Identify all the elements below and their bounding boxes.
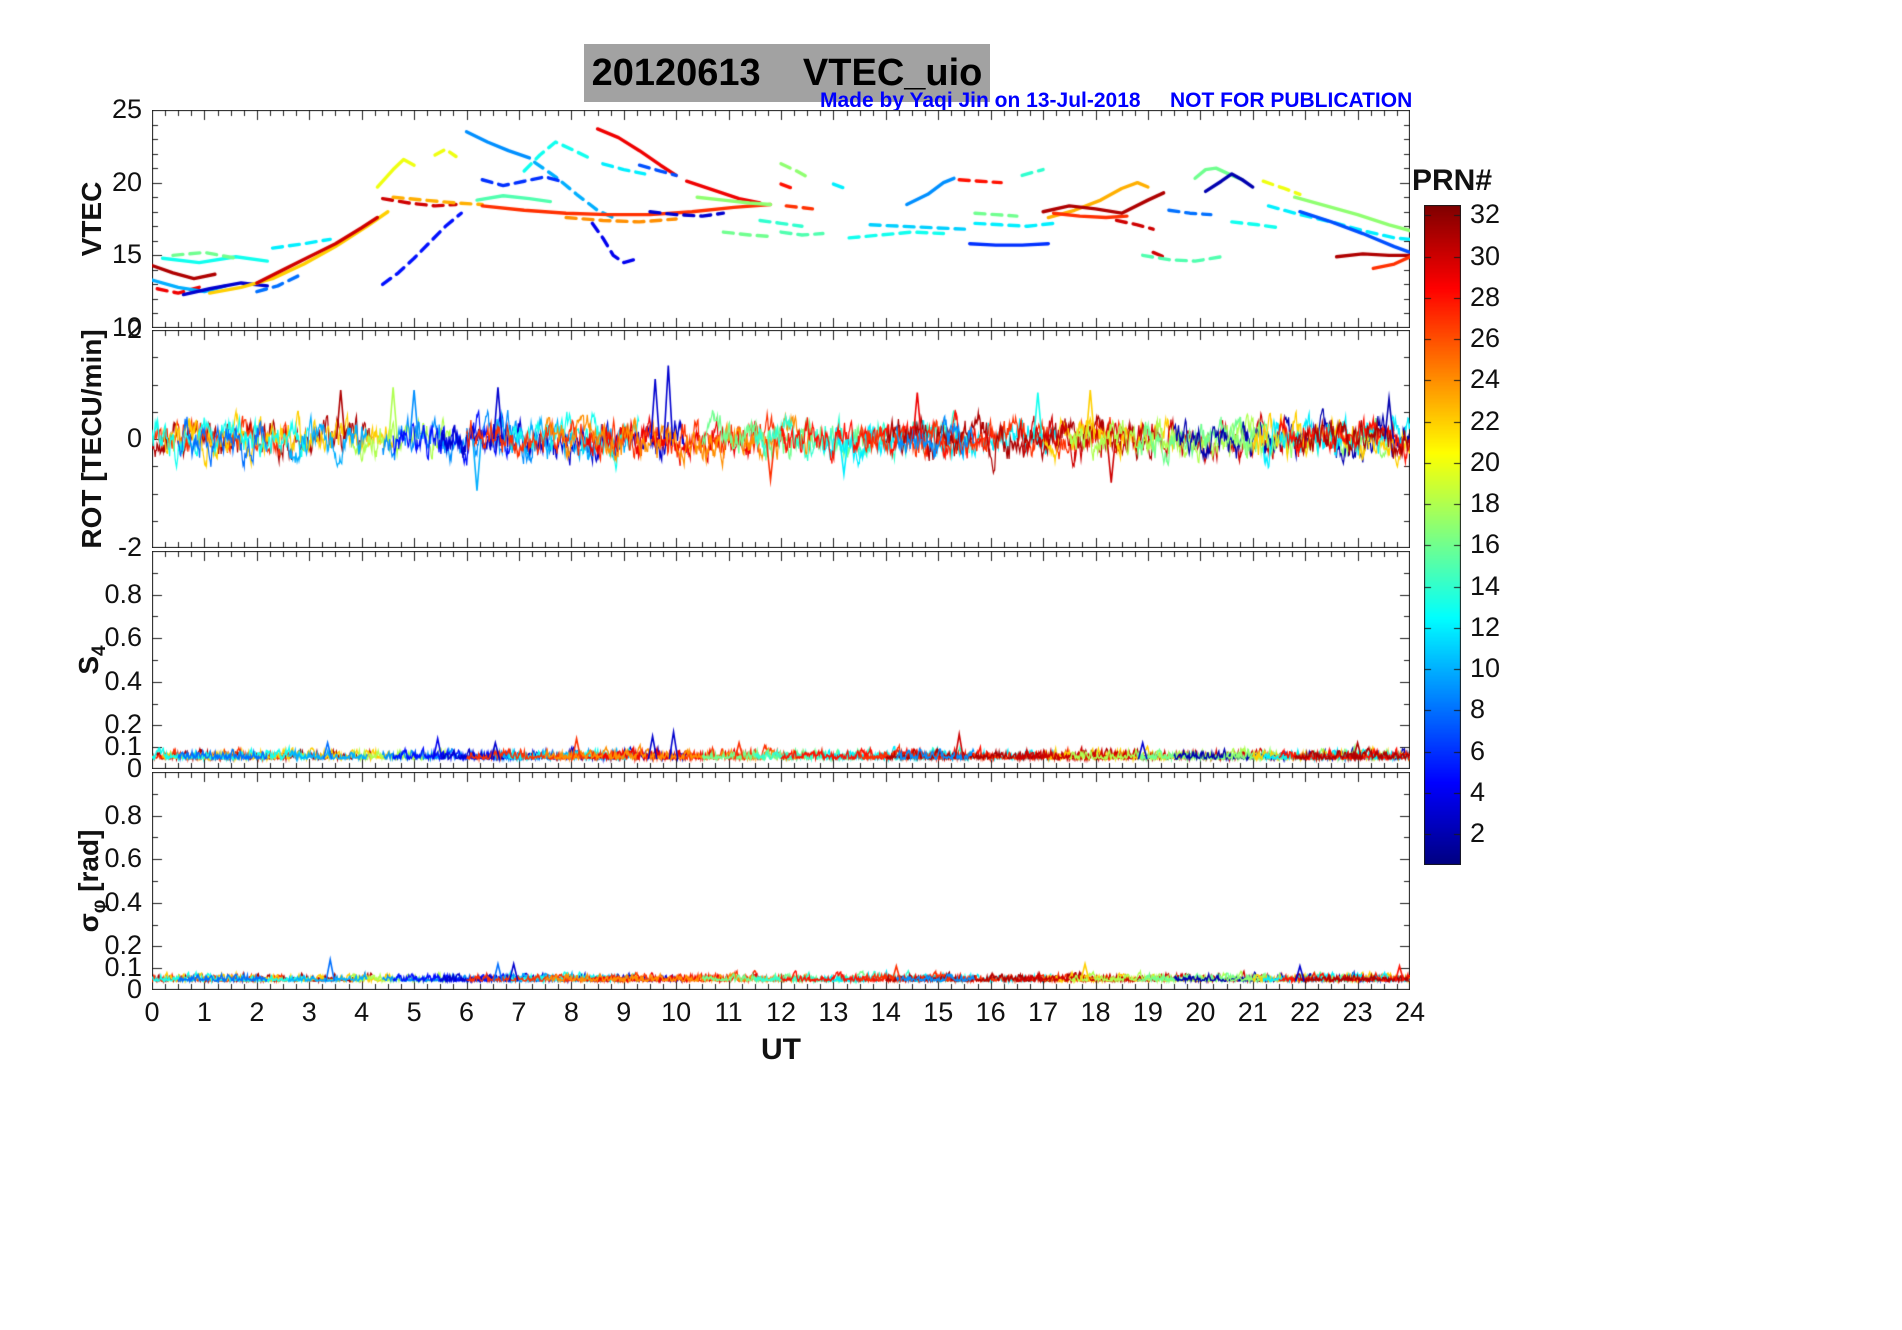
colorbar-tick-label: 18 [1470, 488, 1501, 519]
sigma-phi-plot-canvas [152, 772, 1410, 990]
colorbar-tick-label: 30 [1470, 240, 1501, 271]
colorbar-tick-label: 12 [1470, 611, 1501, 642]
x-tick-label: 18 [1080, 997, 1111, 1027]
x-tick-label: 7 [511, 997, 527, 1027]
y-tick-label: 0 [126, 423, 142, 453]
sigma-phi-panel [152, 772, 1410, 990]
x-tick-label: 4 [354, 997, 370, 1027]
x-tick-label: 1 [196, 997, 212, 1027]
x-tick-label: 12 [765, 997, 797, 1027]
s4-plot-canvas [152, 551, 1410, 769]
colorbar-tick-label: 4 [1470, 776, 1486, 807]
colorbar-tick-label: 16 [1470, 529, 1501, 560]
colorbar-tick-label: 32 [1470, 199, 1501, 230]
x-tick-label: 16 [975, 997, 1006, 1027]
prn-colorbar [1424, 205, 1461, 865]
y-tick-label: 0.6 [104, 843, 142, 874]
colorbar-tick-label: 14 [1470, 570, 1501, 601]
x-tick-label: 20 [1185, 997, 1216, 1027]
colorbar-tick-label: 2 [1470, 818, 1486, 849]
colorbar-tick-label: 6 [1470, 735, 1486, 766]
y-tick-label: -2 [117, 532, 142, 562]
x-tick-label: 13 [818, 997, 849, 1027]
plot-title-box: 20120613 VTEC_uio [584, 44, 990, 102]
colorbar-tick-label: 28 [1470, 281, 1501, 312]
x-tick-label: 14 [870, 997, 901, 1027]
y-tick-label: 25 [111, 94, 142, 124]
colorbar-tick-label: 24 [1470, 364, 1501, 395]
s4-panel [152, 551, 1410, 769]
x-tick-label: 15 [923, 997, 954, 1027]
x-tick-label: 6 [458, 997, 475, 1027]
y-tick-label: 15 [111, 239, 142, 270]
x-tick-label: 5 [406, 997, 422, 1027]
y-tick-label: 0.2 [104, 930, 142, 961]
x-axis-label: UT [761, 1033, 801, 1066]
x-tick-label: 17 [1028, 997, 1059, 1027]
y-tick-label: 20 [111, 166, 142, 197]
y-tick-label: 0.6 [104, 622, 142, 653]
y-tick-label: 0.2 [104, 709, 142, 740]
x-tick-label: 21 [1237, 997, 1268, 1027]
colorbar-tick-label: 22 [1470, 405, 1501, 436]
x-tick-label: 19 [1132, 997, 1163, 1027]
not-for-publication-text: NOT FOR PUBLICATION [1170, 89, 1413, 112]
vtec-panel [152, 110, 1410, 328]
plot-title: 20120613 VTEC_uio [591, 51, 983, 94]
x-tick-label: 2 [249, 997, 265, 1027]
x-tick-label: 0 [144, 997, 160, 1027]
y-tick-label: 0.1 [104, 952, 142, 983]
credit-text: Made by Yaqi Jin on 13-Jul-2018 [820, 89, 1141, 112]
y-tick-label: 0 [126, 753, 142, 783]
colorbar-tick-label: 20 [1470, 446, 1501, 477]
colorbar-tick-label: 10 [1470, 653, 1501, 684]
colorbar-tick-label: 8 [1470, 694, 1486, 725]
x-tick-label: 11 [714, 997, 743, 1027]
y-tick-label: 0.8 [104, 578, 142, 609]
x-tick-label: 9 [616, 997, 632, 1027]
rot-plot-canvas [152, 330, 1410, 548]
rot-panel [152, 330, 1410, 548]
x-tick-label: 23 [1342, 997, 1373, 1027]
vtec-plot-canvas [152, 110, 1410, 328]
y-tick-label: 0.1 [104, 731, 142, 762]
x-tick-label: 10 [661, 997, 692, 1027]
colorbar-title: PRN# [1412, 164, 1493, 197]
y-tick-label: 0.8 [104, 799, 142, 830]
y-tick-label: 0.4 [104, 665, 142, 696]
x-tick-label: 8 [563, 997, 579, 1027]
x-tick-label: 22 [1290, 997, 1321, 1027]
x-tick-label: 3 [301, 997, 317, 1027]
y-tick-label: 2 [126, 314, 142, 344]
y-tick-label: 10 [111, 312, 142, 342]
y-tick-label: 0.4 [104, 886, 142, 917]
y-tick-label: 0 [126, 974, 142, 1004]
x-tick-label: 24 [1394, 997, 1426, 1027]
colorbar-tick-label: 26 [1470, 323, 1501, 354]
